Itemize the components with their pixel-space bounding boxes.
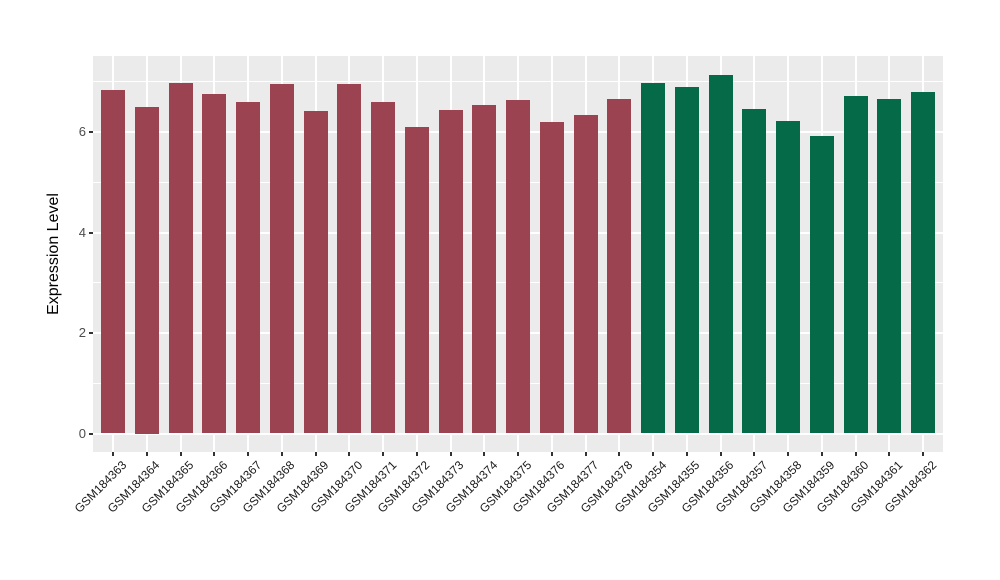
bar — [573, 114, 598, 434]
y-tick-mark — [89, 332, 93, 334]
x-tick-mark — [618, 452, 621, 456]
bar — [911, 91, 935, 434]
bar — [877, 98, 902, 434]
bar — [236, 101, 260, 434]
bar — [742, 108, 767, 434]
bar — [641, 82, 665, 434]
y-tick-mark — [89, 231, 93, 234]
bar — [843, 95, 868, 434]
x-tick-mark — [247, 452, 249, 456]
bar — [371, 102, 395, 434]
bar — [776, 120, 800, 434]
x-tick-mark — [348, 452, 351, 456]
bar — [134, 106, 159, 434]
x-tick-mark — [719, 452, 722, 456]
x-tick-mark — [382, 452, 384, 456]
x-tick-mark — [179, 452, 182, 456]
x-tick-mark — [517, 452, 519, 456]
bar — [506, 100, 530, 434]
bar — [168, 83, 193, 434]
y-tick-label: 0 — [78, 425, 86, 441]
bar — [202, 93, 227, 434]
bar — [539, 121, 564, 434]
x-tick-mark — [854, 452, 857, 456]
horizontal-major-gridline — [93, 432, 943, 435]
y-tick-label: 4 — [78, 224, 86, 240]
x-tick-mark — [584, 452, 587, 456]
bar — [337, 84, 362, 434]
x-tick-mark — [753, 452, 756, 456]
bar — [809, 135, 834, 434]
x-tick-mark — [280, 452, 283, 456]
bar — [472, 104, 497, 434]
bar — [708, 74, 733, 434]
y-tick-label: 2 — [78, 325, 86, 340]
bar — [269, 83, 294, 434]
x-tick-mark — [550, 452, 553, 456]
x-tick-mark — [213, 452, 216, 456]
bar — [101, 89, 125, 434]
bar — [438, 109, 463, 434]
plot-panel — [93, 56, 943, 452]
x-tick-mark — [787, 452, 789, 456]
x-tick-mark — [922, 452, 924, 456]
horizontal-minor-gridline — [93, 81, 943, 83]
y-tick-mark — [89, 131, 93, 133]
x-tick-mark — [415, 452, 418, 456]
bar — [404, 127, 429, 434]
x-tick-mark — [112, 452, 114, 456]
y-tick-mark — [89, 432, 93, 435]
x-tick-mark — [449, 452, 452, 456]
y-tick-label: 6 — [78, 124, 86, 139]
x-tick-mark — [652, 452, 654, 456]
bar — [303, 110, 328, 434]
x-tick-mark — [888, 452, 891, 456]
y-axis-title: Expression Level — [45, 193, 62, 315]
x-tick-mark — [483, 452, 486, 456]
x-tick-mark — [685, 452, 688, 456]
x-tick-mark — [820, 452, 823, 456]
x-tick-mark — [314, 452, 317, 456]
bar — [607, 98, 632, 434]
bar — [674, 86, 699, 434]
x-tick-mark — [145, 452, 148, 456]
